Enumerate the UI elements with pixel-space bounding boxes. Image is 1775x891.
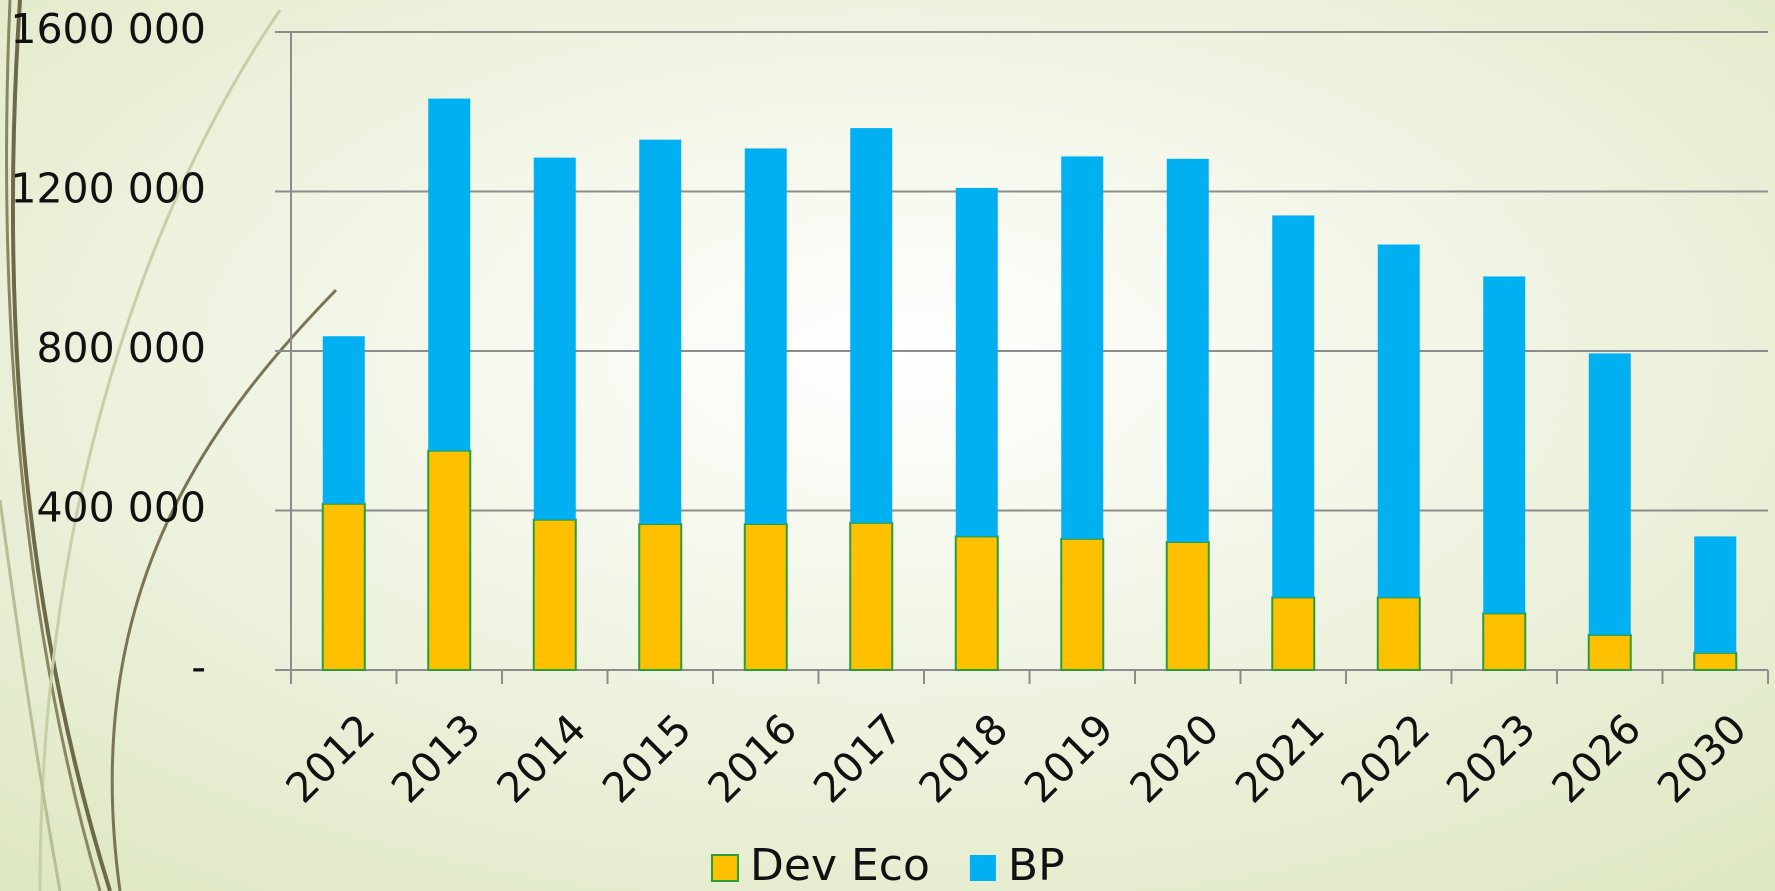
bar-segment: [850, 128, 892, 523]
bar-segment: [639, 140, 681, 524]
bar-segment: [1272, 597, 1314, 670]
bar-segment: [1167, 159, 1209, 542]
bar-segment: [1483, 613, 1525, 670]
y-tick-label: 400 000: [36, 484, 206, 532]
bar-segment: [1694, 536, 1736, 652]
bar-segment: [1378, 245, 1420, 598]
bar-segment: [1272, 215, 1314, 597]
y-tick-label: -: [191, 643, 206, 691]
legend-swatch: [712, 855, 738, 881]
bar-segment: [1167, 542, 1209, 670]
y-tick-label: 800 000: [36, 324, 206, 372]
bar-segment: [956, 536, 998, 670]
bar-segment: [956, 188, 998, 537]
bar-segment: [323, 504, 365, 670]
chart: -400 000800 0001200 0001600 000201220132…: [0, 0, 1775, 891]
y-tick-label: 1600 000: [10, 5, 206, 53]
bar-segment: [534, 520, 576, 670]
legend-label: BP: [1008, 840, 1065, 891]
bar-segment: [1483, 276, 1525, 613]
bar-segment: [639, 524, 681, 670]
bar-segment: [1694, 653, 1736, 670]
bar-segment: [1061, 539, 1103, 670]
bar-segment: [1378, 597, 1420, 670]
legend-swatch: [970, 855, 996, 881]
legend-label: Dev Eco: [750, 840, 930, 891]
bar-segment: [1589, 635, 1631, 670]
bar-segment: [745, 148, 787, 524]
y-tick-label: 1200 000: [10, 165, 206, 213]
bar-segment: [534, 158, 576, 520]
bar-segment: [428, 99, 470, 451]
bar-segment: [428, 451, 470, 670]
bar-segment: [850, 523, 892, 670]
bar-segment: [1589, 353, 1631, 635]
bar-segment: [1061, 156, 1103, 538]
bar-segment: [323, 336, 365, 503]
bar-segment: [745, 524, 787, 670]
